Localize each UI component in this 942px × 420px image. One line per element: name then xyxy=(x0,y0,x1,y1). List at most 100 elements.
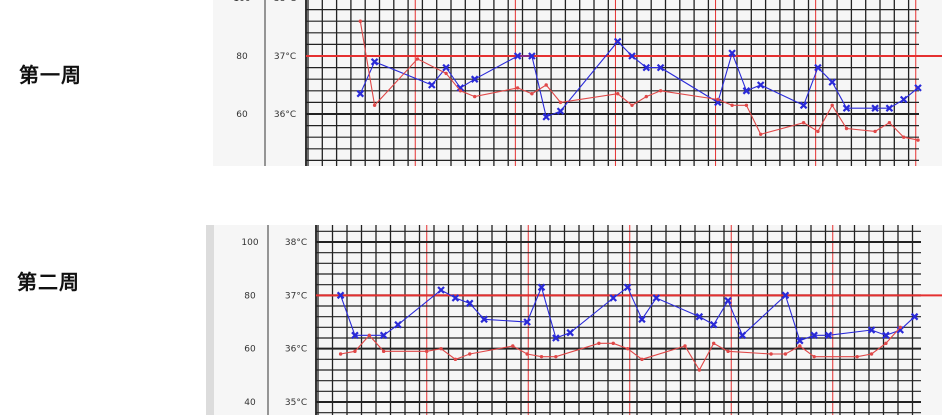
pulse-point xyxy=(867,326,876,334)
temperature-point xyxy=(916,138,920,142)
week2-label: 第二周 xyxy=(17,270,80,294)
temperature-point xyxy=(830,103,834,108)
temperature-point xyxy=(525,352,529,356)
temperature-point xyxy=(726,349,730,354)
temperature-point xyxy=(625,346,630,351)
pulse-point xyxy=(824,331,833,340)
pulse-point xyxy=(738,331,747,340)
temperature-point xyxy=(712,341,716,346)
pulse-point xyxy=(336,291,345,300)
temperature-point xyxy=(730,103,734,108)
temperature-series-line xyxy=(359,21,919,141)
temperature-point xyxy=(353,349,357,354)
temperature-point xyxy=(473,94,477,99)
temperature-point xyxy=(783,352,788,356)
pulse-point xyxy=(709,320,718,329)
temperature-point xyxy=(844,126,849,131)
pulse-point xyxy=(623,283,632,292)
temperature-point xyxy=(630,103,634,108)
temperature-point xyxy=(554,354,558,359)
temperature-point xyxy=(415,57,420,61)
pulse-point xyxy=(609,294,618,302)
y-tick-label: 60 xyxy=(236,110,248,120)
pulse-point xyxy=(828,78,836,86)
temperature-point xyxy=(338,352,343,356)
y-tick-label: 100 xyxy=(233,0,250,4)
pulse-point xyxy=(480,315,488,324)
chart-paper xyxy=(214,225,942,416)
temperature-point xyxy=(530,92,534,96)
temp-tick-label: 37°C xyxy=(285,291,307,301)
temperature-point xyxy=(658,89,663,93)
week2-chart: 40 60 80 100 35°C 36°C 37°C 38°C xyxy=(206,225,942,416)
temperature-point xyxy=(444,71,448,76)
pulse-point xyxy=(442,63,450,72)
week1-label: 第一周 xyxy=(19,63,82,87)
temperature-point xyxy=(744,103,749,108)
temperature-point xyxy=(611,341,615,346)
binder-edge xyxy=(206,225,214,416)
pulse-point xyxy=(470,75,479,83)
temperature-point xyxy=(468,352,472,356)
temperature-point xyxy=(439,346,443,351)
temperature-point xyxy=(697,368,702,372)
pulse-point xyxy=(910,312,919,321)
pulse-point xyxy=(742,87,751,95)
pulse-point xyxy=(642,63,651,72)
pulse-point xyxy=(513,52,522,60)
temperature-point xyxy=(873,129,877,134)
pulse-point xyxy=(899,95,908,104)
pulse-point xyxy=(523,318,531,326)
pulse-point xyxy=(796,336,804,345)
temperature-point xyxy=(544,83,548,87)
temperature-point xyxy=(816,129,820,134)
temperature-point xyxy=(759,132,763,136)
temperature-point xyxy=(683,344,687,348)
pulse-series-line xyxy=(340,285,915,342)
pulse-point xyxy=(871,104,879,112)
pulse-point xyxy=(656,63,665,72)
temperature-point xyxy=(597,341,601,346)
temperature-point xyxy=(372,103,377,108)
temperature-point xyxy=(716,97,720,102)
pulse-point xyxy=(652,294,661,302)
week2-chart-svg: 40 60 80 100 35°C 36°C 37°C 38°C xyxy=(206,225,942,416)
pulse-point xyxy=(437,286,445,294)
temperature-point xyxy=(558,100,563,105)
photo-edge xyxy=(213,166,942,180)
temperature-point xyxy=(453,357,458,362)
pulse-point xyxy=(885,104,894,112)
temp-tick-label: 36°C xyxy=(285,345,307,355)
temperature-point xyxy=(458,89,463,93)
temp-tick-label: 35°C xyxy=(285,398,307,408)
pulse-point xyxy=(528,52,536,60)
temp-tick-label: 37°C xyxy=(274,52,296,62)
pulse-point xyxy=(799,101,808,110)
temperature-point xyxy=(515,86,520,90)
temperature-point xyxy=(884,341,888,346)
pulse-point xyxy=(810,331,818,340)
temperature-point xyxy=(644,94,648,99)
pulse-point xyxy=(451,294,460,302)
temperature-point xyxy=(539,354,544,359)
temperature-point xyxy=(902,135,906,139)
pulse-point xyxy=(566,328,574,337)
temperature-point xyxy=(887,121,892,125)
temperature-point xyxy=(801,121,806,125)
temperature-point xyxy=(425,349,429,354)
temp-tick-label: 38°C xyxy=(285,238,307,248)
pulse-point xyxy=(896,326,905,334)
temperature-point xyxy=(898,325,902,330)
pulse-point xyxy=(370,58,379,66)
pulse-point xyxy=(356,89,365,98)
temperature-point xyxy=(869,352,874,356)
temp-tick-label: 36°C xyxy=(274,110,296,120)
pulse-point xyxy=(628,52,636,60)
temperature-point xyxy=(616,92,620,96)
pulse-point xyxy=(756,81,765,89)
pulse-point xyxy=(728,49,736,57)
temp-tick-label: 38°C xyxy=(274,0,296,4)
y-tick-label: 80 xyxy=(236,52,248,62)
